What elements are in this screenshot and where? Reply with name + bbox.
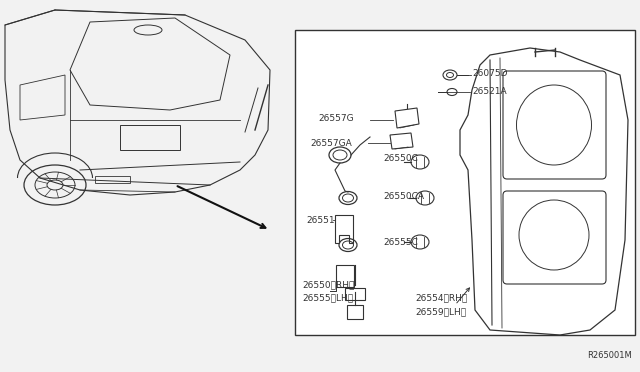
Text: 26559〈LH〉: 26559〈LH〉 xyxy=(415,308,466,317)
Text: 26550〈RH〉: 26550〈RH〉 xyxy=(302,280,355,289)
Text: 26557GA: 26557GA xyxy=(310,138,352,148)
Text: R265001M: R265001M xyxy=(588,350,632,359)
Bar xyxy=(336,265,354,287)
Bar xyxy=(295,30,635,335)
Text: 26557G: 26557G xyxy=(318,113,354,122)
Text: 26550CA: 26550CA xyxy=(383,192,424,201)
Text: 26555C: 26555C xyxy=(383,237,418,247)
Bar xyxy=(120,125,180,150)
Bar xyxy=(95,176,130,183)
Text: 26550C: 26550C xyxy=(383,154,418,163)
Text: 26521A: 26521A xyxy=(472,87,507,96)
Text: 26555〈LH〉: 26555〈LH〉 xyxy=(302,294,353,302)
Bar xyxy=(347,305,363,319)
Text: 26554〈RH〉: 26554〈RH〉 xyxy=(415,294,467,302)
Text: 26551: 26551 xyxy=(306,215,335,224)
Text: 26075D: 26075D xyxy=(472,68,508,77)
Bar xyxy=(345,288,365,300)
